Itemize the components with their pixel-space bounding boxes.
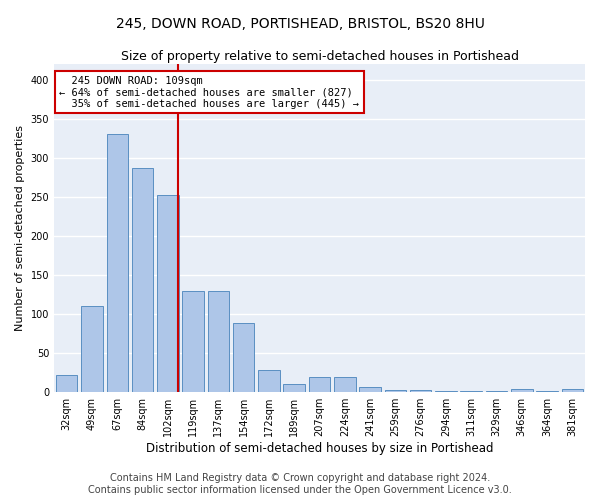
- Bar: [132, 168, 153, 392]
- Title: Size of property relative to semi-detached houses in Portishead: Size of property relative to semi-detach…: [121, 50, 518, 63]
- Bar: [562, 389, 583, 392]
- Bar: [410, 390, 431, 392]
- Bar: [157, 196, 179, 392]
- Text: Contains HM Land Registry data © Crown copyright and database right 2024.
Contai: Contains HM Land Registry data © Crown c…: [88, 474, 512, 495]
- Bar: [107, 134, 128, 392]
- Bar: [435, 390, 457, 392]
- Bar: [309, 378, 330, 392]
- Text: 245, DOWN ROAD, PORTISHEAD, BRISTOL, BS20 8HU: 245, DOWN ROAD, PORTISHEAD, BRISTOL, BS2…: [116, 18, 484, 32]
- Bar: [359, 386, 381, 392]
- Bar: [81, 306, 103, 392]
- Bar: [258, 370, 280, 392]
- Bar: [56, 375, 77, 392]
- Bar: [511, 389, 533, 392]
- Y-axis label: Number of semi-detached properties: Number of semi-detached properties: [15, 125, 25, 331]
- Bar: [208, 290, 229, 392]
- X-axis label: Distribution of semi-detached houses by size in Portishead: Distribution of semi-detached houses by …: [146, 442, 493, 455]
- Bar: [182, 290, 204, 392]
- Bar: [233, 322, 254, 392]
- Bar: [385, 390, 406, 392]
- Bar: [283, 384, 305, 392]
- Text: 245 DOWN ROAD: 109sqm
← 64% of semi-detached houses are smaller (827)
  35% of s: 245 DOWN ROAD: 109sqm ← 64% of semi-deta…: [59, 76, 359, 109]
- Bar: [334, 378, 356, 392]
